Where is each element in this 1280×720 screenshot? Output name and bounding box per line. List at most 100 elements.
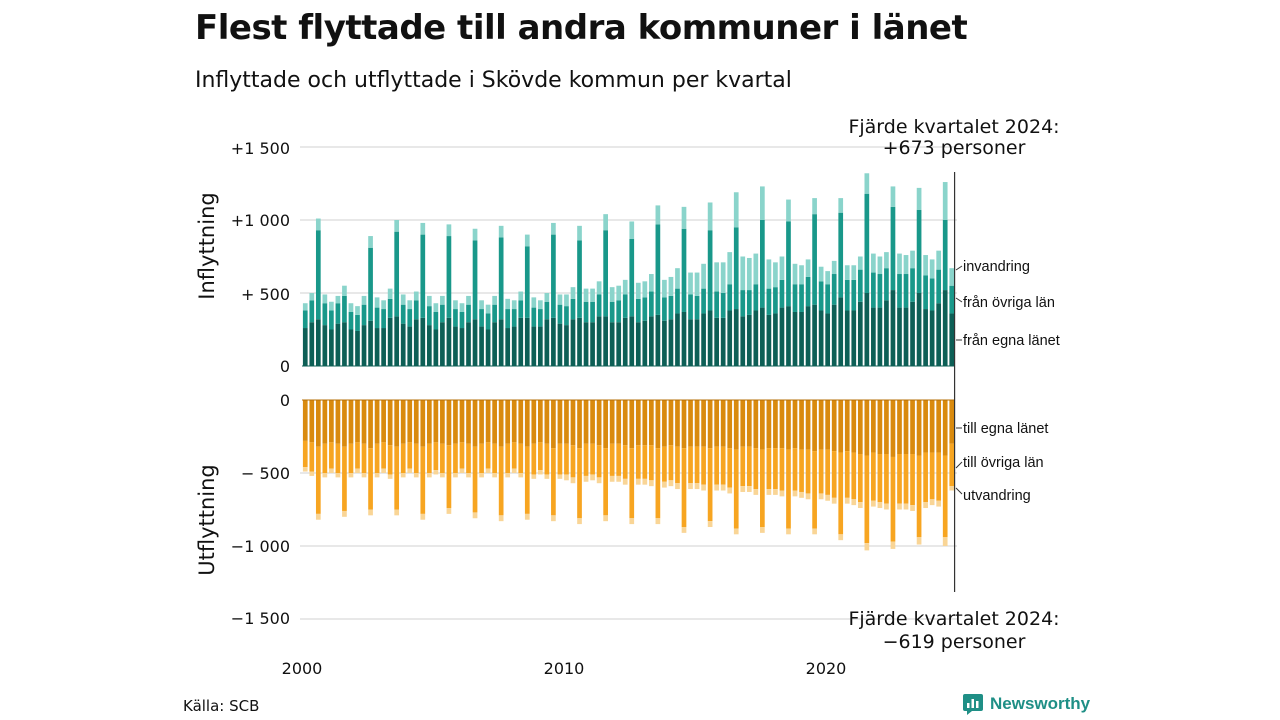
out-bar-out_ovriga-6 [342, 446, 347, 511]
out-bar-out_ovriga-81 [831, 451, 837, 498]
out-bar-out_utvandring-94 [916, 537, 922, 545]
out-bar-out_utvandring-66 [733, 528, 739, 535]
series-labels-utflyttning: till egna länet till övriga län utvandri… [955, 421, 1048, 504]
ytick-top-1000: +1 000 [231, 211, 290, 230]
in-bar-in_invandring-38 [551, 222, 556, 235]
out-bar-out_egna-10 [368, 400, 373, 449]
out-bar-out_utvandring-42 [577, 518, 582, 525]
in-bar-in_invandring-44 [590, 288, 595, 302]
in-bar-in_egna-57 [675, 313, 680, 366]
in-bar-in_ovriga-69 [753, 284, 759, 311]
out-bar-out_utvandring-50 [629, 518, 635, 525]
in-bar-in_invandring-90 [890, 186, 896, 207]
out-bar-out_utvandring-49 [622, 478, 628, 485]
label-till-ovriga-lan: till övriga län [963, 455, 1044, 471]
in-bar-in_egna-24 [459, 328, 465, 366]
in-bar-in_invandring-22 [446, 224, 452, 237]
in-bar-in_invandring-78 [812, 198, 817, 215]
newsworthy-logo[interactable]: Newsworthy [962, 693, 1090, 715]
out-bar-out_egna-49 [622, 400, 628, 446]
in-bar-in_egna-79 [818, 310, 824, 366]
in-bar-in_ovriga-6 [342, 295, 347, 323]
out-bar-out_ovriga-3 [322, 443, 328, 473]
out-bar-out_ovriga-87 [871, 452, 876, 501]
out-bar-out_egna-5 [335, 400, 341, 444]
in-bar-in_ovriga-72 [773, 287, 778, 314]
out-bar-out_ovriga-38 [551, 448, 556, 516]
out-bar-out_egna-17 [413, 400, 419, 444]
in-bar-in_invandring-51 [635, 282, 641, 299]
out-bar-out_ovriga-39 [557, 443, 563, 475]
in-bar-in_ovriga-31 [505, 309, 511, 329]
out-bar-out_ovriga-67 [740, 446, 746, 487]
out-bar-out_utvandring-11 [374, 473, 380, 478]
out-bar-out_utvandring-41 [570, 477, 576, 484]
in-bar-in_egna-21 [440, 322, 445, 366]
in-bar-in_ovriga-13 [387, 298, 393, 318]
out-bar-out_utvandring-77 [805, 493, 811, 500]
out-bar-out_ovriga-42 [577, 448, 582, 519]
out-bar-out_egna-60 [694, 400, 700, 447]
out-bar-out_ovriga-65 [727, 448, 733, 488]
out-bar-out_utvandring-47 [609, 475, 615, 482]
out-bar-out_egna-26 [472, 400, 478, 447]
in-bar-in_invandring-40 [564, 294, 569, 307]
out-bar-out_ovriga-57 [675, 446, 680, 484]
in-bar-in_invandring-66 [733, 192, 739, 228]
out-bar-out_egna-56 [668, 400, 674, 446]
leader-utvandring [955, 487, 963, 495]
out-bar-out_utvandring-18 [420, 513, 426, 520]
out-bar-out_ovriga-4 [329, 442, 334, 469]
in-bar-in_egna-61 [701, 313, 706, 366]
in-bar-in_invandring-93 [910, 250, 915, 269]
in-bar-in_invandring-64 [720, 262, 726, 293]
in-bar-in_egna-28 [485, 329, 491, 366]
in-bar-in_ovriga-60 [694, 295, 700, 320]
in-bar-in_ovriga-90 [890, 206, 896, 291]
out-bar-out_ovriga-64 [720, 446, 726, 485]
in-bar-in_egna-68 [746, 314, 752, 366]
annotation-top-line2: +673 personer [883, 137, 1026, 159]
in-bar-in_ovriga-14 [394, 231, 400, 317]
out-bar-out_utvandring-31 [505, 473, 511, 478]
out-bar-out_ovriga-69 [753, 448, 759, 490]
out-bar-out_ovriga-2 [315, 446, 321, 514]
out-bar-out_utvandring-76 [799, 491, 804, 498]
in-bar-in_egna-3 [322, 325, 328, 366]
xtick-2010: 2010 [544, 659, 585, 678]
in-bar-in_egna-48 [616, 322, 622, 366]
out-bar-out_ovriga-0 [302, 440, 308, 468]
out-bar-out_egna-68 [746, 400, 752, 447]
in-bar-in_egna-44 [590, 322, 595, 366]
out-bar-out_ovriga-7 [348, 443, 354, 473]
out-bar-out_utvandring-23 [453, 473, 458, 478]
in-bar-in_invandring-75 [792, 263, 798, 285]
out-bar-out_utvandring-71 [766, 489, 772, 495]
out-bar-out_ovriga-88 [877, 454, 883, 503]
out-bar-out_egna-98 [942, 400, 948, 456]
in-bar-in_ovriga-79 [818, 281, 824, 311]
in-bar-in_ovriga-84 [851, 279, 857, 311]
out-bar-out_egna-41 [570, 400, 576, 446]
in-bar-in_invandring-77 [805, 259, 811, 277]
in-bar-in_egna-0 [302, 328, 308, 366]
out-bar-out_egna-84 [851, 400, 857, 453]
in-bar-in_egna-38 [551, 317, 556, 366]
in-bar-in_invandring-50 [629, 221, 635, 239]
in-bar-in_ovriga-27 [479, 309, 484, 327]
in-bar-in_egna-80 [825, 313, 831, 366]
out-bar-out_egna-88 [877, 400, 883, 455]
out-bar-out_egna-91 [897, 400, 902, 455]
out-bar-out_utvandring-63 [714, 484, 719, 491]
in-bar-in_invandring-11 [374, 297, 380, 308]
in-bar-in_invandring-6 [342, 285, 347, 296]
in-bar-in_egna-62 [707, 310, 713, 366]
out-bar-out_egna-73 [779, 400, 785, 449]
in-bar-in_ovriga-23 [453, 309, 458, 327]
in-bar-in_egna-46 [603, 316, 608, 366]
in-bar-in_egna-4 [329, 329, 334, 366]
in-bar-in_invandring-45 [596, 281, 602, 295]
in-bar-in_egna-50 [629, 316, 635, 366]
in-bar-in_invandring-25 [466, 295, 471, 305]
out-bar-out_egna-42 [577, 400, 582, 449]
